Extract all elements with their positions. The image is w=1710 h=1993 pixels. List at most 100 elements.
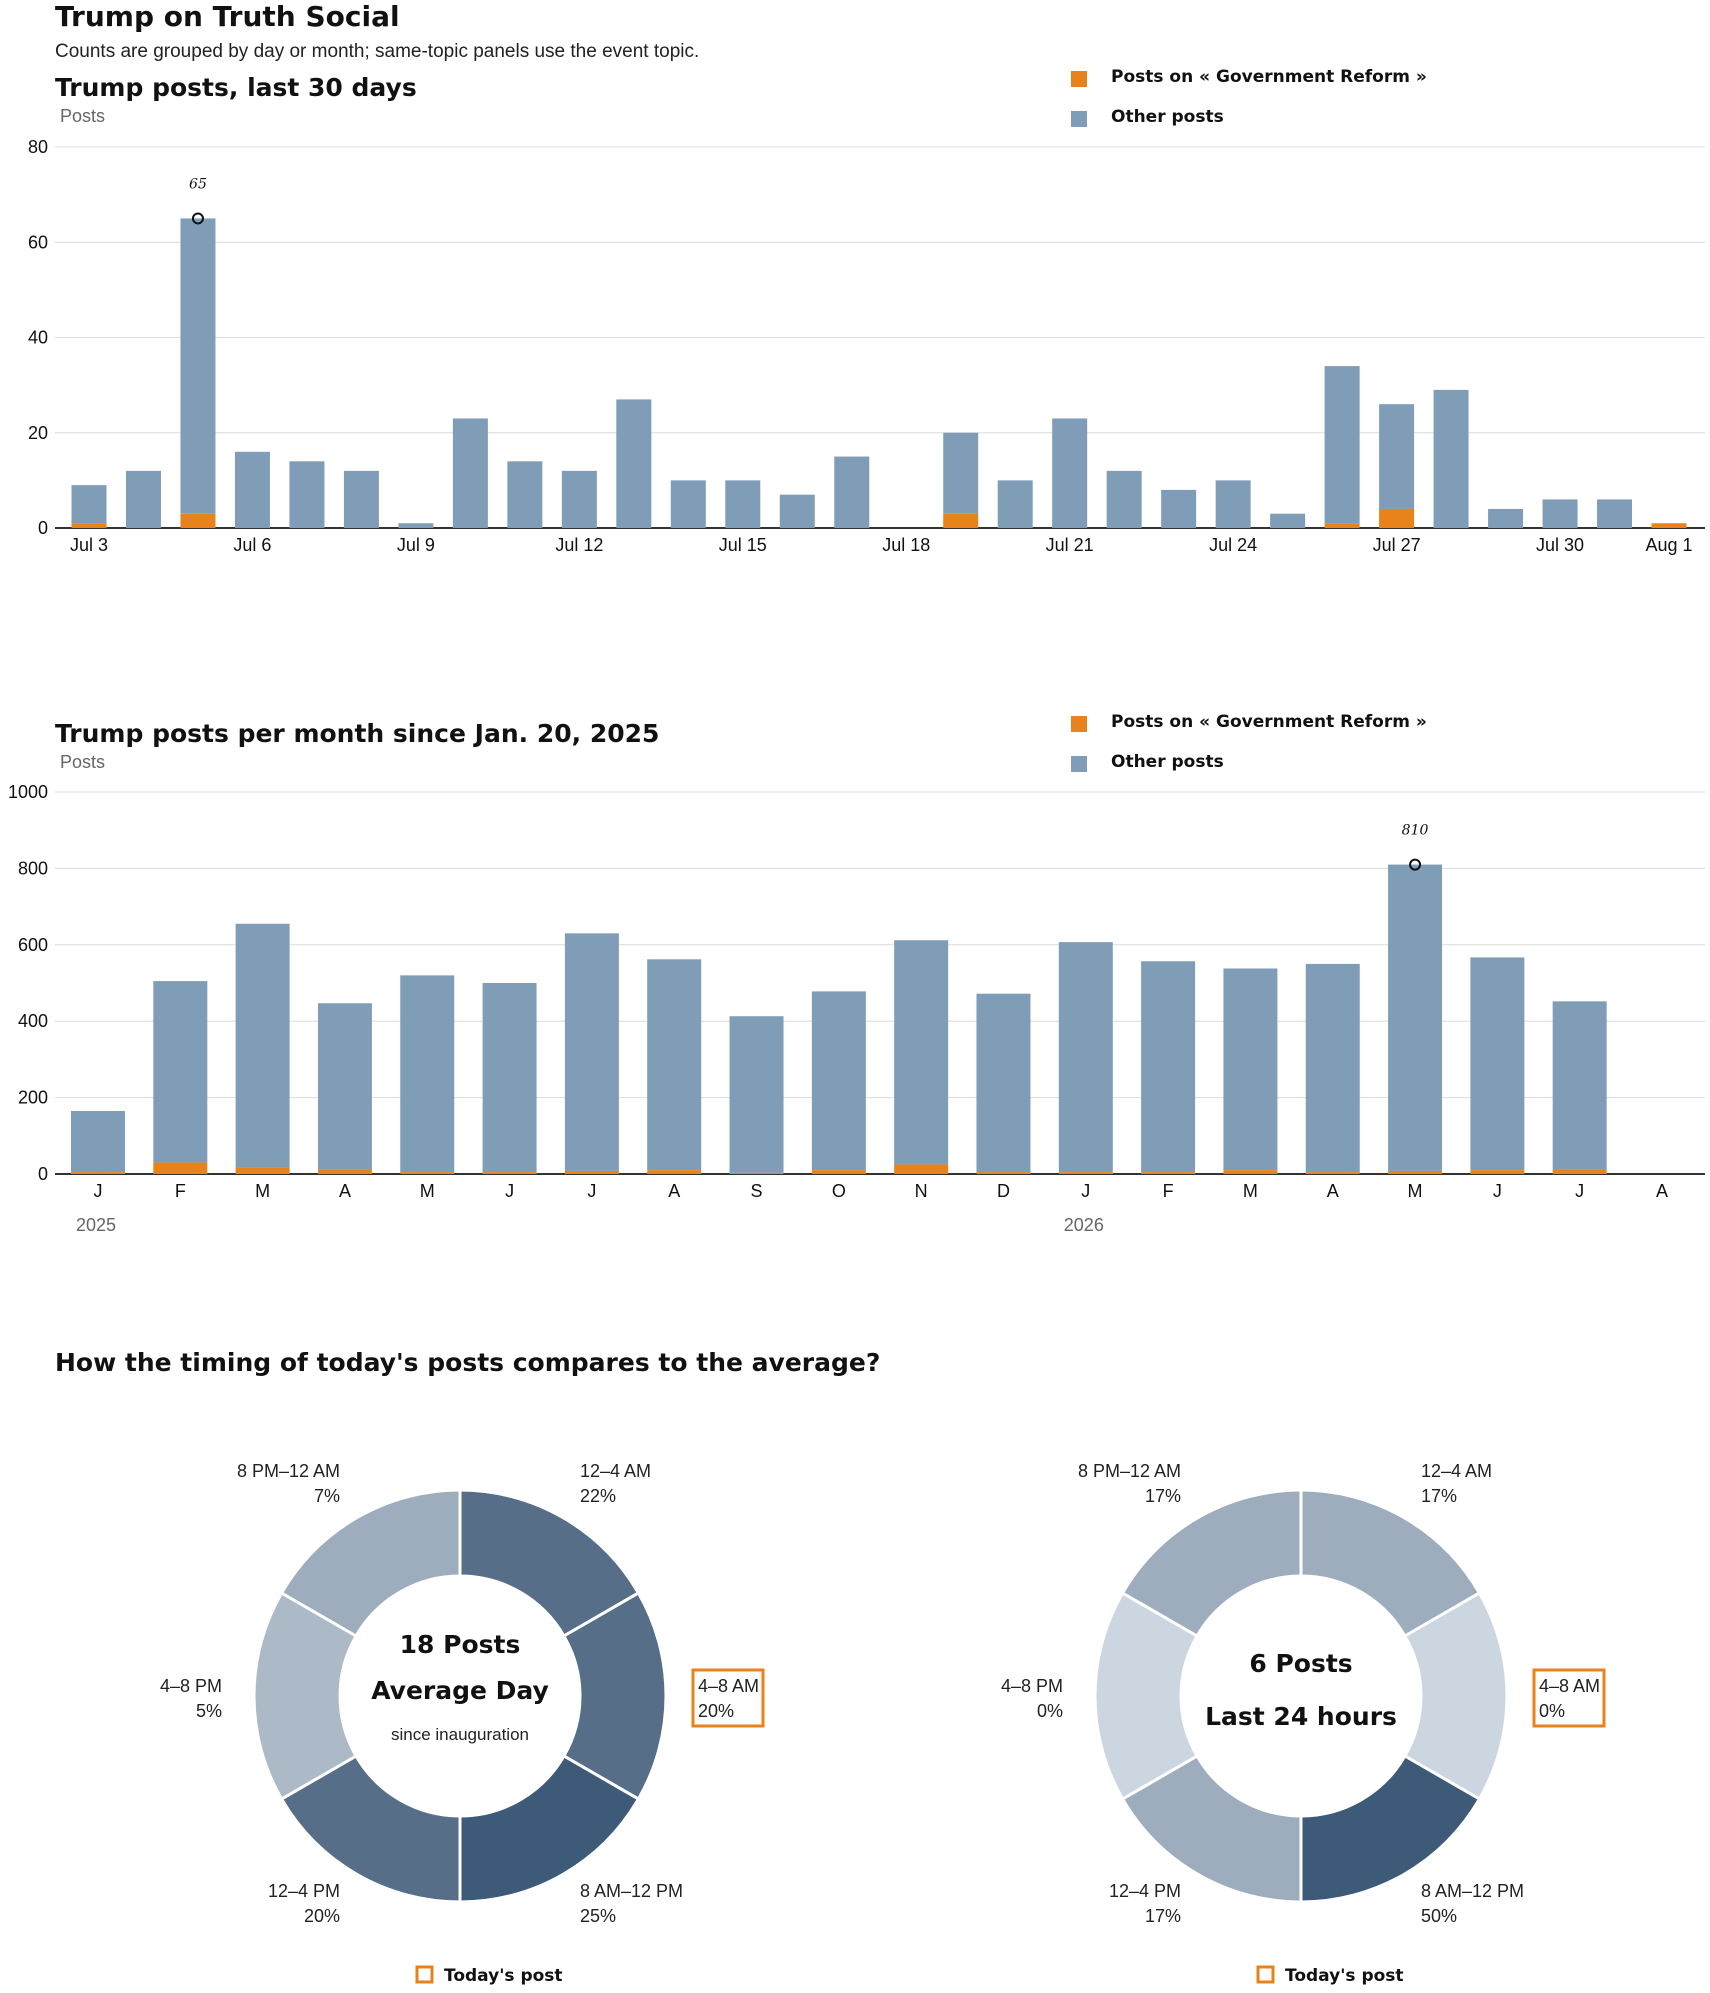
legend-swatch-other	[1071, 756, 1087, 772]
donut-slice-value: 17%	[1421, 1486, 1457, 1506]
donut-center-note: since inauguration	[391, 1725, 529, 1744]
bar-topic	[894, 1164, 949, 1174]
donut-center-count: 18 Posts	[400, 1630, 521, 1659]
donut-slice-value: 17%	[1145, 1906, 1181, 1926]
last-24-hours-donut: 12–4 AM 17% 4–8 AM 0% 8 AM–12 PM 50% 12–4 PM 17…	[1001, 1461, 1606, 1986]
y-tick-label: 0	[38, 1164, 48, 1184]
bar-other	[1058, 942, 1113, 1173]
bar-other	[317, 1003, 372, 1170]
donut-center-caption: Average Day	[371, 1676, 549, 1705]
y-tick-label: 200	[18, 1088, 48, 1108]
bar-topic	[1388, 1170, 1443, 1174]
bar-other	[1052, 418, 1088, 528]
bar-other	[1388, 864, 1443, 1171]
bar-topic	[1552, 1169, 1607, 1174]
bar-topic	[1379, 508, 1415, 528]
bar-topic	[482, 1172, 537, 1174]
x-tick-label: Jul 27	[1373, 535, 1421, 555]
donut-slice-value: 50%	[1421, 1906, 1457, 1926]
donut-slice-label: 12–4 PM	[1109, 1881, 1181, 1901]
donut-slice-label: 4–8 AM	[698, 1676, 759, 1696]
x-tick-label: O	[832, 1181, 846, 1201]
bar-other	[1141, 961, 1196, 1173]
y-tick-label: 600	[18, 935, 48, 955]
bar-other	[670, 480, 706, 528]
highlight-box	[1532, 1668, 1606, 1728]
donut-slice	[1120, 1488, 1303, 1639]
x-tick-label: J	[1081, 1181, 1090, 1201]
donut-slice-label: 4–8 PM	[160, 1676, 222, 1696]
bar-other	[1305, 963, 1360, 1173]
donut-slice-label: 4–8 AM	[1539, 1676, 1600, 1696]
peak-label: 810	[1402, 823, 1429, 839]
bar-topic	[1470, 1170, 1525, 1174]
bar-other	[1324, 366, 1360, 524]
legend-label-topic: Posts on « Government Reform »	[1111, 712, 1427, 732]
donut-slice-value: 7%	[314, 1486, 340, 1506]
bar-topic	[180, 513, 216, 528]
x-tick-label: S	[751, 1181, 763, 1201]
year-label: 2026	[1064, 1215, 1104, 1235]
y-tick-label: 40	[28, 328, 48, 348]
bar-topic	[1141, 1172, 1196, 1174]
bar-other	[1161, 489, 1197, 528]
donut-slice	[252, 1590, 359, 1802]
bar-other	[1470, 957, 1525, 1171]
bar-topic	[729, 1172, 784, 1174]
bar-other	[125, 470, 161, 528]
donut-slice-value: 0%	[1037, 1701, 1063, 1721]
donut-slice-value: 20%	[304, 1906, 340, 1926]
x-tick-label: Jul 15	[719, 535, 767, 555]
bar-other	[997, 480, 1033, 528]
y-tick-label: 60	[28, 232, 48, 252]
today-post-label: Today's post	[444, 1966, 563, 1986]
x-tick-label: A	[1327, 1181, 1339, 1201]
bar-topic	[1324, 523, 1360, 528]
bar-other	[1379, 404, 1415, 509]
bar-other	[779, 494, 815, 528]
bar-other	[71, 1110, 125, 1173]
donut-center-caption: Last 24 hours	[1205, 1702, 1397, 1731]
x-tick-label: Jul 9	[397, 535, 435, 555]
x-tick-label: J	[94, 1181, 103, 1201]
x-tick-label: Jul 12	[555, 535, 603, 555]
bar-other	[234, 451, 270, 528]
peak-label: 65	[189, 176, 207, 192]
today-post-swatch	[1256, 1965, 1275, 1984]
legend-swatch-topic	[1071, 71, 1087, 87]
bar-other	[71, 485, 107, 524]
bar-other	[647, 959, 702, 1171]
bar-topic	[943, 513, 979, 528]
x-tick-label: Jul 30	[1536, 535, 1584, 555]
y-tick-label: 80	[28, 137, 48, 157]
today-post-swatch	[415, 1965, 434, 1984]
bar-topic	[976, 1172, 1031, 1174]
x-tick-label: J	[1575, 1181, 1584, 1201]
today-post-label: Today's post	[1285, 1966, 1404, 1986]
x-tick-label: Jul 3	[70, 535, 108, 555]
y-tick-label: 800	[18, 858, 48, 878]
bar-topic	[71, 523, 107, 528]
donut-slice-value: 20%	[698, 1701, 734, 1721]
monthly-legend: Posts on « Government Reform » Other pos…	[1071, 712, 1427, 772]
bar-topic	[235, 1167, 290, 1174]
bar-other	[894, 940, 949, 1165]
donut-slice-value: 5%	[196, 1701, 222, 1721]
donut-slice	[1402, 1590, 1509, 1802]
bar-other	[561, 470, 597, 528]
bar-other	[1433, 389, 1469, 528]
peak-marker	[1409, 858, 1422, 871]
y-tick-label: 1000	[8, 782, 48, 802]
highlight-box	[691, 1668, 765, 1728]
donut-slice	[1093, 1590, 1200, 1802]
bar-other	[834, 456, 870, 528]
timing-section-title: How the timing of today's posts compares…	[55, 1348, 880, 1377]
bar-topic	[564, 1170, 619, 1174]
bar-topic	[317, 1169, 372, 1174]
bar-other	[976, 993, 1031, 1173]
x-tick-label: M	[1408, 1181, 1423, 1201]
x-tick-label: M	[255, 1181, 270, 1201]
bar-other	[235, 923, 290, 1168]
monthly-y-unit: Posts	[60, 752, 105, 772]
bar-topic	[400, 1172, 455, 1174]
